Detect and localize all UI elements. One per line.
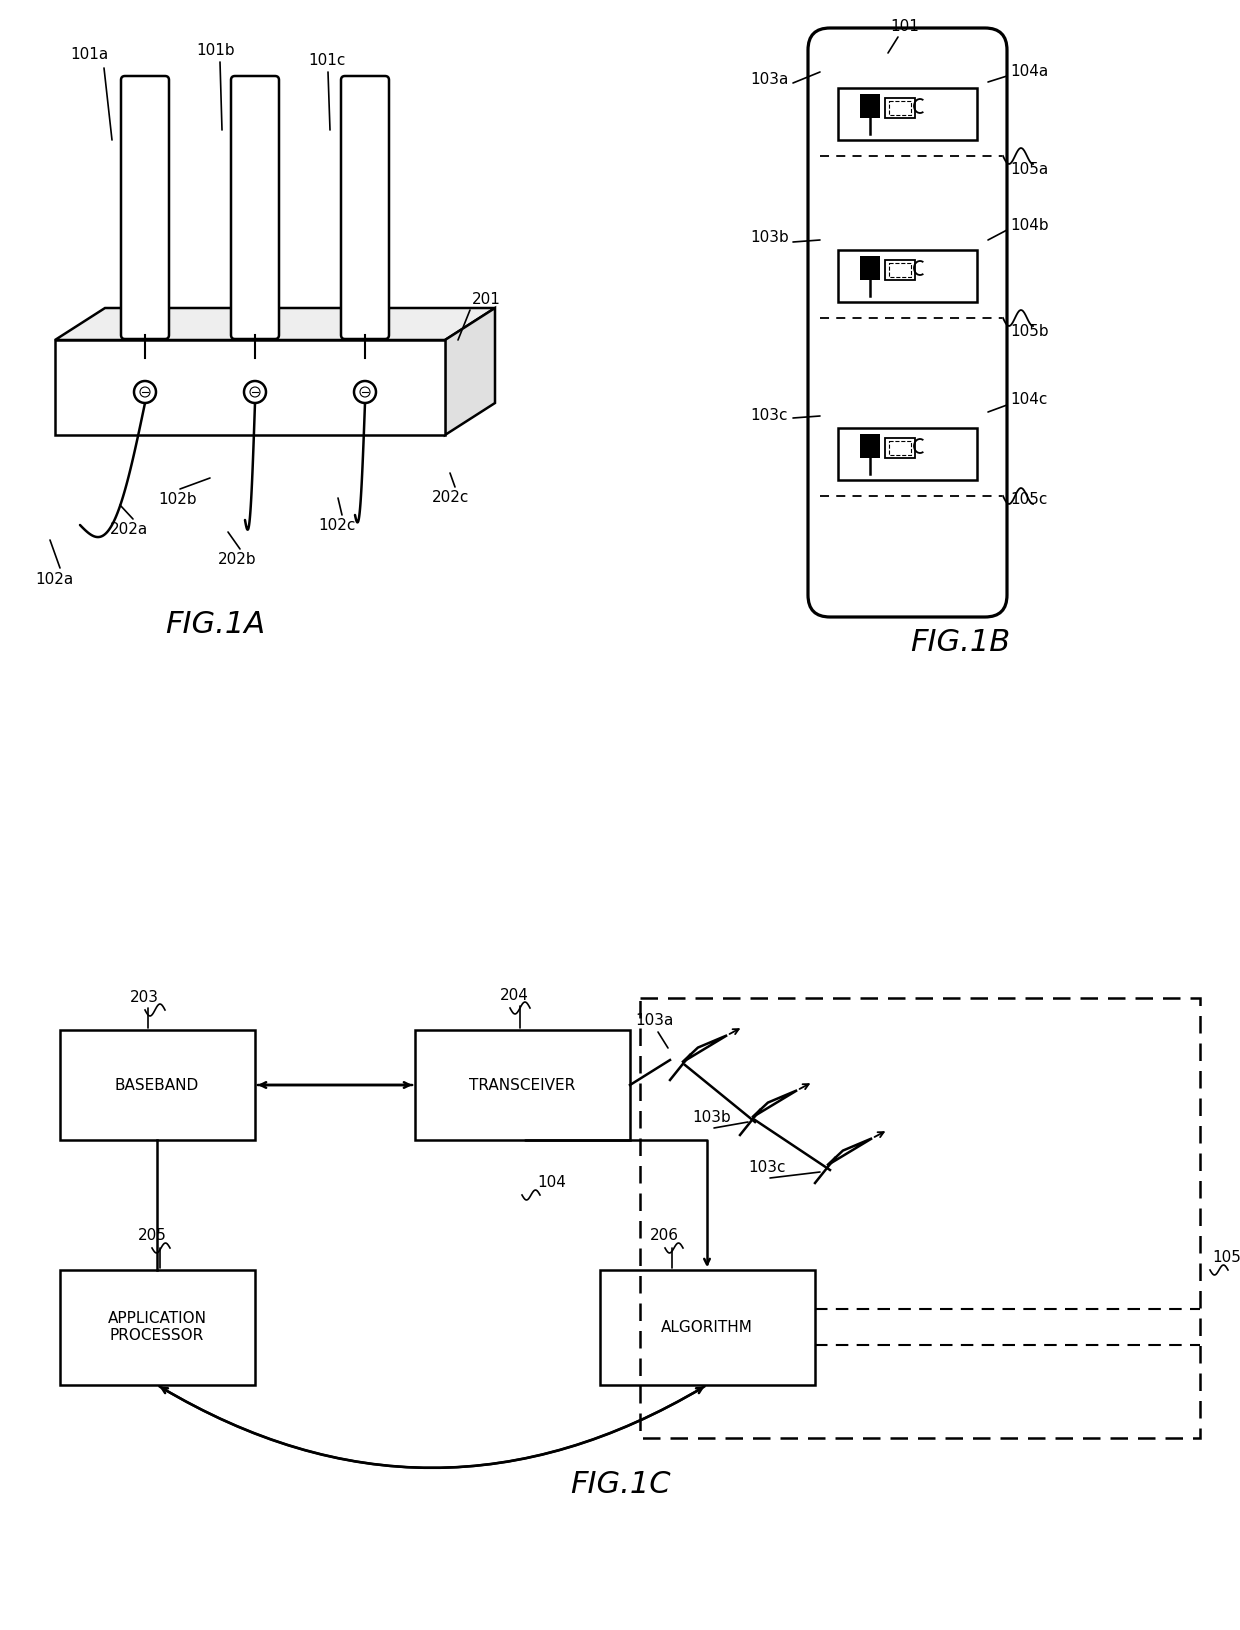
Text: 103b: 103b bbox=[750, 230, 789, 246]
Text: 101c: 101c bbox=[308, 54, 346, 68]
Polygon shape bbox=[55, 308, 495, 341]
FancyBboxPatch shape bbox=[231, 77, 279, 339]
Text: BASEBAND: BASEBAND bbox=[115, 1077, 200, 1092]
Text: 103b: 103b bbox=[692, 1110, 730, 1125]
Text: APPLICATION
PROCESSOR: APPLICATION PROCESSOR bbox=[108, 1311, 207, 1343]
Text: 102b: 102b bbox=[157, 492, 197, 507]
Text: TRANSCEIVER: TRANSCEIVER bbox=[469, 1077, 575, 1092]
Text: 202c: 202c bbox=[432, 491, 470, 505]
Text: FIG.1C: FIG.1C bbox=[569, 1470, 671, 1500]
Text: 102a: 102a bbox=[35, 572, 73, 587]
Text: 201: 201 bbox=[472, 292, 501, 306]
Text: 104c: 104c bbox=[1011, 393, 1048, 408]
Text: 203: 203 bbox=[130, 989, 159, 1006]
Text: 104: 104 bbox=[537, 1175, 565, 1190]
Text: 103a: 103a bbox=[635, 1012, 673, 1029]
Text: 104a: 104a bbox=[1011, 65, 1048, 80]
Polygon shape bbox=[861, 95, 880, 117]
Polygon shape bbox=[55, 341, 445, 435]
Text: 101: 101 bbox=[890, 20, 919, 34]
Text: FIG.1A: FIG.1A bbox=[165, 610, 265, 639]
Text: ALGORITHM: ALGORITHM bbox=[661, 1320, 753, 1335]
Circle shape bbox=[353, 381, 376, 403]
Text: 206: 206 bbox=[650, 1227, 680, 1244]
Text: 105a: 105a bbox=[1011, 163, 1048, 178]
Circle shape bbox=[134, 381, 156, 403]
Text: 103c: 103c bbox=[748, 1161, 785, 1175]
Text: 205: 205 bbox=[138, 1227, 167, 1244]
Polygon shape bbox=[861, 256, 880, 280]
Text: 103c: 103c bbox=[750, 408, 787, 422]
Text: FIG.1B: FIG.1B bbox=[910, 628, 1011, 657]
Text: 104b: 104b bbox=[1011, 217, 1049, 233]
Text: 105b: 105b bbox=[1011, 324, 1049, 339]
FancyBboxPatch shape bbox=[341, 77, 389, 339]
Text: 101a: 101a bbox=[69, 47, 108, 62]
Text: 102c: 102c bbox=[317, 518, 356, 533]
Text: 202a: 202a bbox=[110, 522, 149, 536]
Circle shape bbox=[244, 381, 267, 403]
Text: 204: 204 bbox=[500, 988, 529, 1002]
Text: 101b: 101b bbox=[196, 42, 234, 59]
Text: 103a: 103a bbox=[750, 72, 789, 88]
FancyBboxPatch shape bbox=[122, 77, 169, 339]
Text: 105c: 105c bbox=[1011, 492, 1048, 507]
Polygon shape bbox=[445, 308, 495, 435]
Text: 202b: 202b bbox=[218, 553, 257, 567]
Polygon shape bbox=[861, 434, 880, 458]
Text: 105: 105 bbox=[1211, 1250, 1240, 1265]
